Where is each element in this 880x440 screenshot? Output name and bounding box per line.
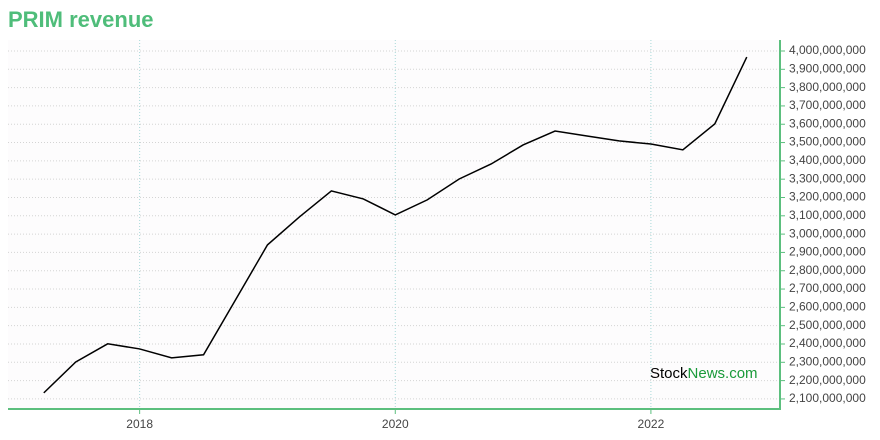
y-tick-label: 3,000,000,000 (789, 226, 866, 240)
watermark: StockNews.com (650, 365, 758, 382)
chart-title: PRIM revenue (8, 7, 154, 32)
y-tick-label: 3,500,000,000 (789, 135, 866, 149)
y-tick-label: 2,400,000,000 (789, 336, 866, 350)
y-tick-label: 3,700,000,000 (789, 98, 866, 112)
y-tick-label: 2,300,000,000 (789, 354, 866, 368)
watermark-stock: Stock (650, 365, 688, 382)
y-tick-label: 3,800,000,000 (789, 80, 866, 94)
y-tick-label: 3,400,000,000 (789, 153, 866, 167)
y-tick-label: 2,200,000,000 (789, 373, 866, 387)
y-tick-label: 4,000,000,000 (789, 43, 866, 57)
x-tick-label: 2018 (126, 417, 153, 431)
y-tick-label: 2,900,000,000 (789, 245, 866, 259)
y-tick-label: 2,500,000,000 (789, 318, 866, 332)
y-tick-label: 3,200,000,000 (789, 190, 866, 204)
y-tick-label: 3,300,000,000 (789, 171, 866, 185)
y-tick-label: 2,600,000,000 (789, 300, 866, 314)
y-tick-label: 3,600,000,000 (789, 116, 866, 130)
y-tick-label: 2,800,000,000 (789, 263, 866, 277)
line (43, 56, 748, 394)
y-tick-label: 2,700,000,000 (789, 281, 866, 295)
y-tick-label: 3,100,000,000 (789, 208, 866, 222)
x-tick-label: 2020 (382, 417, 409, 431)
x-tick-label: 2022 (638, 417, 665, 431)
plot-background (8, 40, 780, 409)
y-tick-label: 2,100,000,000 (789, 391, 866, 405)
watermark-news: News.com (688, 365, 758, 382)
y-tick-label: 3,900,000,000 (789, 61, 866, 75)
